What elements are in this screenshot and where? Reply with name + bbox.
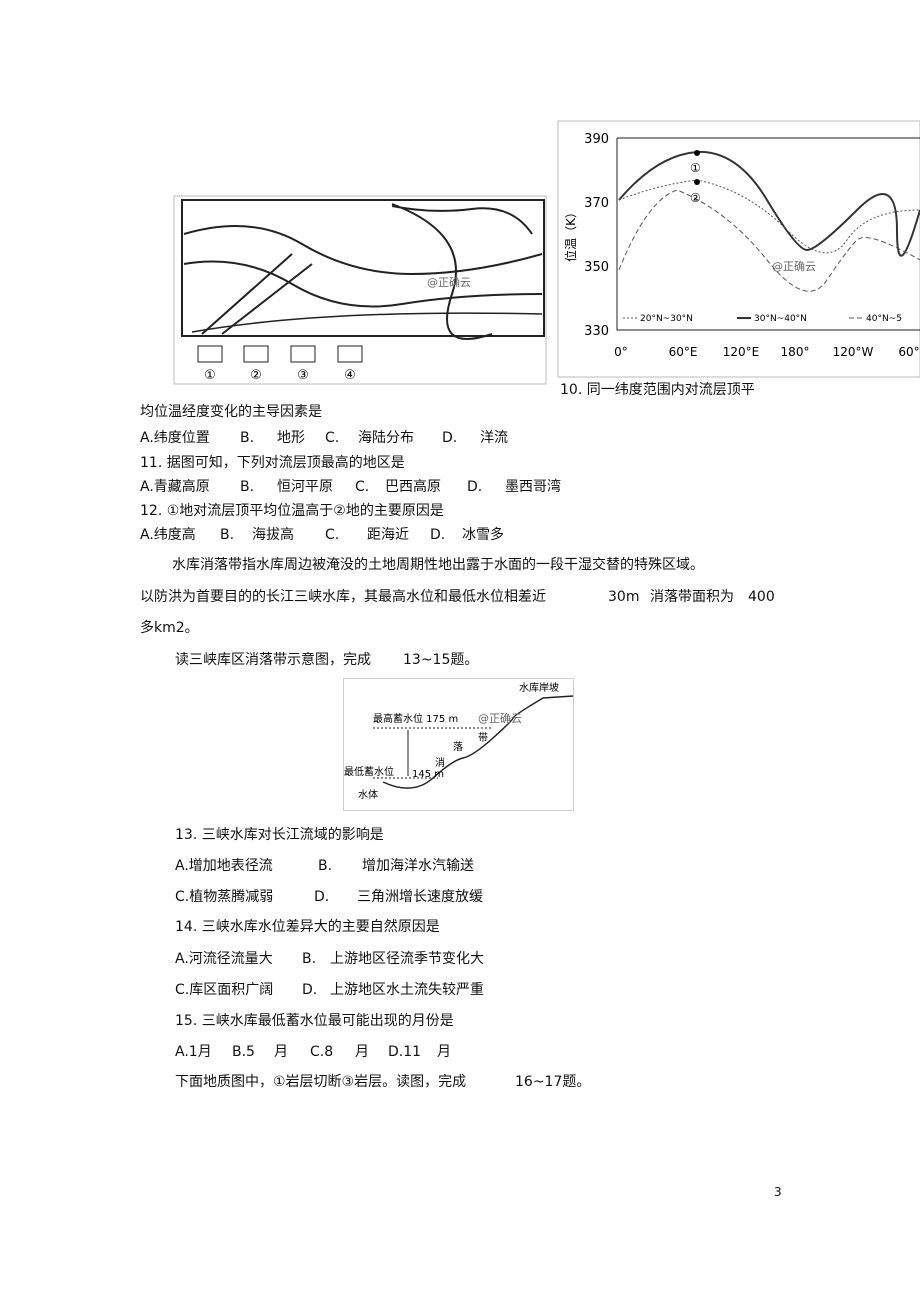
legend-label: ③	[297, 368, 309, 383]
question-stem: 13. 三峡水库对长江流域的影响是	[175, 827, 384, 843]
legend-label: ②	[250, 368, 262, 383]
option: D.11	[388, 1044, 422, 1060]
option: 海拔高	[252, 527, 294, 543]
option: A.纬度位置	[140, 430, 210, 446]
option: C.	[325, 527, 340, 543]
option: D.	[302, 982, 318, 998]
option: 恒河平原	[277, 479, 333, 495]
paragraph: 多km2。	[140, 620, 199, 636]
figure-chart: 390 370 350 330 位温（K） 0° 60°E 120°E 180°…	[557, 120, 920, 378]
label: 最高蓄水位 175 m	[373, 712, 458, 725]
label: 消	[435, 756, 445, 769]
watermark: @正确云	[427, 276, 471, 289]
option: 墨西哥湾	[505, 479, 561, 495]
option: A.增加地表径流	[175, 858, 273, 874]
option: A.河流径流量大	[175, 951, 273, 967]
option: 巴西高原	[385, 479, 441, 495]
option: B.	[318, 858, 333, 874]
text-line: 11. 据图可知，下列对流层顶最高的地区是	[140, 455, 405, 471]
legend-label: 40°N~5	[866, 314, 902, 324]
option: C.植物蒸腾减弱	[175, 889, 274, 905]
label: 带	[478, 732, 488, 744]
label: 145 m	[412, 769, 444, 780]
option: D.	[430, 527, 446, 543]
option: B.	[240, 479, 255, 495]
label: 最低蓄水位	[344, 765, 394, 778]
paragraph: 读三峡库区消落带示意图，完成	[175, 652, 371, 668]
text-line: 12. ①地对流层顶平均位温高于②地的主要原因是	[140, 503, 444, 519]
legend-label: ①	[204, 368, 216, 383]
marker-label: ②	[690, 191, 701, 205]
option: 上游地区水土流失较严重	[330, 982, 484, 998]
figure-map: @正确云 ① ② ③ ④	[173, 195, 547, 385]
paragraph: 30m	[608, 589, 640, 605]
y-tick-label: 330	[584, 324, 609, 339]
paragraph: 下面地质图中，①岩层切断③岩层。读图，完成	[175, 1074, 467, 1090]
option: A.青藏高原	[140, 479, 210, 495]
option: D.	[442, 430, 458, 446]
option: 增加海洋水汽输送	[362, 858, 474, 874]
option: 上游地区径流季节变化大	[330, 951, 484, 967]
x-tick-label: 180°	[781, 345, 810, 359]
option: C.	[355, 479, 370, 495]
option: 海陆分布	[358, 430, 414, 446]
label: 水库岸坡	[519, 681, 559, 694]
option: C.	[325, 430, 340, 446]
option: 距海近	[367, 527, 409, 543]
paragraph: 16~17题。	[515, 1074, 591, 1090]
paragraph: 消落带面积为	[650, 589, 734, 605]
option: 月	[355, 1044, 369, 1060]
x-tick-label: 60°	[898, 345, 919, 359]
option: B.	[220, 527, 235, 543]
option: 洋流	[480, 430, 508, 446]
text-line: 均位温经度变化的主导因素是	[140, 404, 322, 420]
x-tick-label: 120°W	[833, 345, 874, 359]
question-stem: 14. 三峡水库水位差异大的主要自然原因是	[175, 919, 440, 935]
option: 三角洲增长速度放缓	[357, 889, 483, 905]
question-stem: 15. 三峡水库最低蓄水位最可能出现的月份是	[175, 1013, 454, 1029]
page-number: 3	[774, 1185, 782, 1199]
option: B.	[240, 430, 255, 446]
legend-label: ④	[344, 368, 356, 383]
legend-label: 30°N~40°N	[754, 314, 807, 324]
paragraph: 13~15题。	[403, 652, 479, 668]
option: A.1月	[175, 1044, 212, 1060]
option: 冰雪多	[462, 527, 504, 543]
option: D.	[314, 889, 330, 905]
watermark: @正确云	[478, 712, 522, 725]
option: A.纬度高	[140, 527, 196, 543]
legend-label: 20°N~30°N	[640, 314, 693, 324]
paragraph: 400	[748, 589, 775, 605]
label: 落	[453, 741, 463, 753]
x-tick-label: 120°E	[723, 345, 760, 359]
option: B.	[302, 951, 317, 967]
y-tick-label: 350	[584, 260, 609, 275]
text-line: 10. 同一纬度范围内对流层顶平	[560, 382, 755, 398]
paragraph: 水库消落带指水库周边被淹没的土地周期性地出露于水面的一段干湿交替的特殊区域。	[172, 557, 704, 573]
option: 月	[274, 1044, 288, 1060]
option: 月	[437, 1044, 451, 1060]
option: B.5	[232, 1044, 255, 1060]
marker-label: ①	[690, 161, 701, 175]
option: 地形	[277, 430, 305, 446]
option: C.库区面积广阔	[175, 982, 274, 998]
x-tick-label: 60°E	[669, 345, 698, 359]
option: C.8	[310, 1044, 334, 1060]
y-axis-label: 位温（K）	[563, 206, 578, 262]
figure-reservoir: 水库岸坡 最高蓄水位 175 m @正确云 消 落 带 最低蓄水位 145 m …	[343, 678, 574, 811]
option: D.	[467, 479, 483, 495]
label: 水体	[358, 789, 378, 801]
paragraph: 以防洪为首要目的的长江三峡水库，其最高水位和最低水位相差近	[140, 589, 546, 605]
y-tick-label: 370	[584, 196, 609, 211]
x-tick-label: 0°	[614, 345, 628, 359]
y-tick-label: 390	[584, 132, 609, 147]
watermark: @正确云	[772, 260, 816, 273]
